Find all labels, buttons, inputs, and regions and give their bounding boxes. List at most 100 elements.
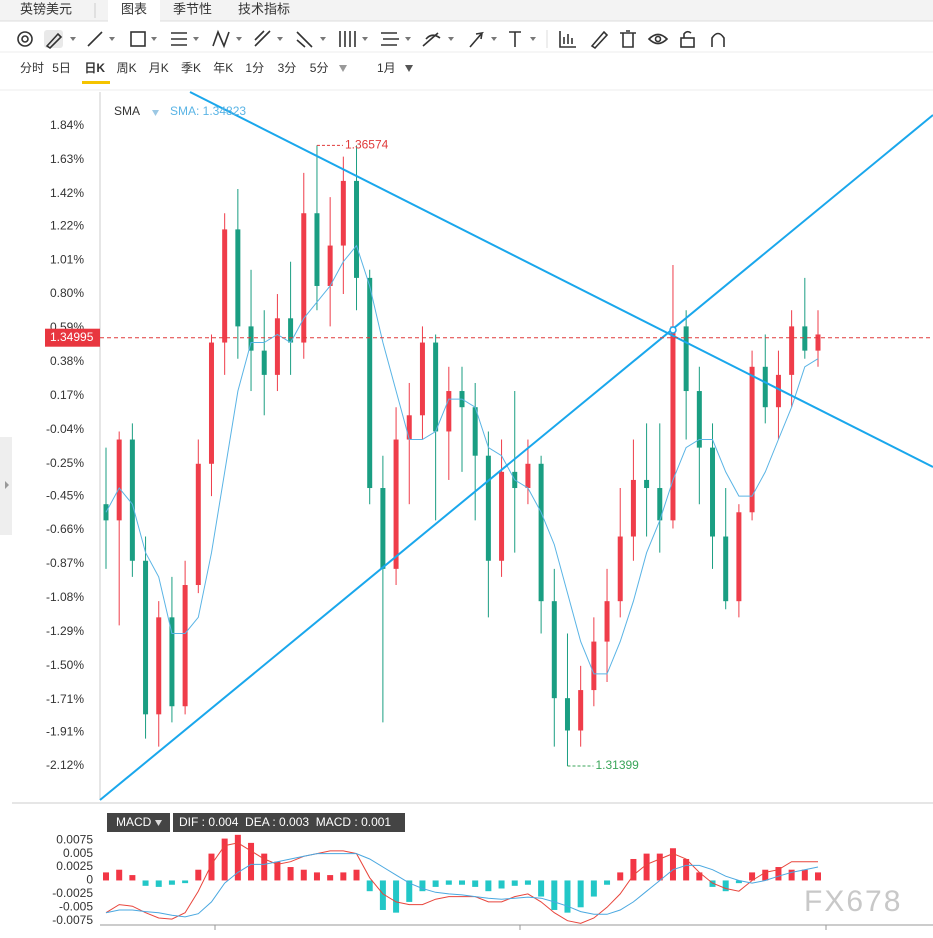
macd-bar [617,872,624,881]
indicator-name[interactable]: MACD [116,815,152,829]
y-tick-label: 1.63% [50,152,84,166]
macd-bar [749,872,756,881]
y-tick-label: 0.80% [50,286,84,300]
candle-body [630,479,636,537]
period-option[interactable]: 分时 [20,61,44,75]
tool-icon[interactable] [87,31,103,47]
macd-bar [129,875,136,881]
tab[interactable]: 技术指标 [238,1,290,16]
tool-icon[interactable] [469,31,485,48]
tool-icon[interactable] [171,32,187,46]
dropdown-arrow[interactable] [70,37,536,41]
candle-body [683,326,689,392]
legend-box [173,813,405,832]
tool-icon[interactable] [590,30,609,50]
price-tag [45,328,100,347]
candle-body [367,277,373,489]
tool-icon[interactable] [17,31,33,47]
tool-icon[interactable] [254,30,271,47]
macd-bar [195,869,202,881]
y-tick-label: -1.29% [46,624,84,638]
macd-bar [300,869,307,881]
anchor-point[interactable] [669,326,677,334]
trend-line[interactable] [189,91,933,468]
dropdown-arrow[interactable] [155,820,162,826]
range-selector[interactable]: 1月 [377,61,396,75]
candle-body [301,213,307,343]
period-option[interactable]: 5分 [310,61,329,75]
period-option[interactable]: 5日 [52,61,71,75]
candle-body [578,690,584,731]
candle-body [564,698,570,731]
candle-body [710,447,716,537]
period-option[interactable]: 月K [149,61,169,75]
indicator-button[interactable] [107,813,170,832]
macd-bar [735,880,742,884]
period-option[interactable]: 年K [213,61,233,75]
dea-line [105,853,819,918]
period-option[interactable]: 3分 [278,61,297,75]
y-tick-label: 0.0025 [56,859,93,873]
candle-body [762,366,768,408]
tool-icon[interactable] [422,32,441,47]
macd-bar [722,880,729,892]
symbol: 英镑美元 [20,1,72,16]
macd-bar [683,858,690,881]
tool-icon[interactable] [339,31,356,47]
macd-bar [630,858,637,881]
tool-icon[interactable] [647,33,669,45]
macd-bar [366,880,373,892]
macd-bar [168,880,175,885]
candle-body [775,374,781,408]
macd-bar [287,867,294,881]
tool-icon[interactable] [381,32,399,46]
tool-icon[interactable] [44,30,63,50]
candle-body [551,601,557,699]
candle-body [156,617,162,715]
period-option[interactable]: 1分 [245,61,264,75]
y-tick-label: -2.12% [46,758,84,772]
period-option[interactable]: 周K [117,61,137,75]
candle-body [314,213,320,286]
tab[interactable]: 季节性 [173,1,212,16]
candle-body [657,488,663,521]
y-tick-label: -0.66% [46,522,84,536]
macd-bar [248,842,255,881]
candle-body [789,326,795,375]
macd-bar [538,880,545,897]
dropdown-arrow[interactable] [152,110,159,116]
tool-icon[interactable] [212,29,230,49]
candle-body [327,245,333,286]
tool-icon[interactable] [130,31,146,47]
macd-bar [564,880,571,913]
tool-icon[interactable] [620,30,636,48]
candle-body [617,536,623,602]
macd-bar [221,838,228,881]
tool-icon[interactable] [509,31,521,47]
period-option[interactable]: 季K [181,61,201,75]
macd-bar [261,853,268,881]
dropdown-arrow[interactable] [405,65,413,72]
macd-bar [459,880,465,885]
candle-body [195,463,201,586]
macd-bar [498,880,505,889]
low-label: 1.31399 [595,758,639,772]
tool-icon[interactable] [296,31,313,48]
dropdown-arrow[interactable] [339,65,347,72]
period-option[interactable]: 日K [84,61,105,75]
tab-bar [0,0,933,21]
macd-bar [313,872,320,881]
tool-icon[interactable] [711,32,725,48]
trend-line[interactable] [99,114,933,801]
overlay: 1.36574 1.31399 1.34995 [45,138,933,772]
tool-icon[interactable] [680,30,695,48]
candle-body [538,463,544,602]
y-tick-label: -0.04% [46,422,84,436]
candle-body [340,180,346,246]
macd-bar [432,880,439,887]
tool-icon[interactable] [559,31,576,48]
tab[interactable]: 图表 [121,1,147,16]
candle-body [380,488,386,569]
